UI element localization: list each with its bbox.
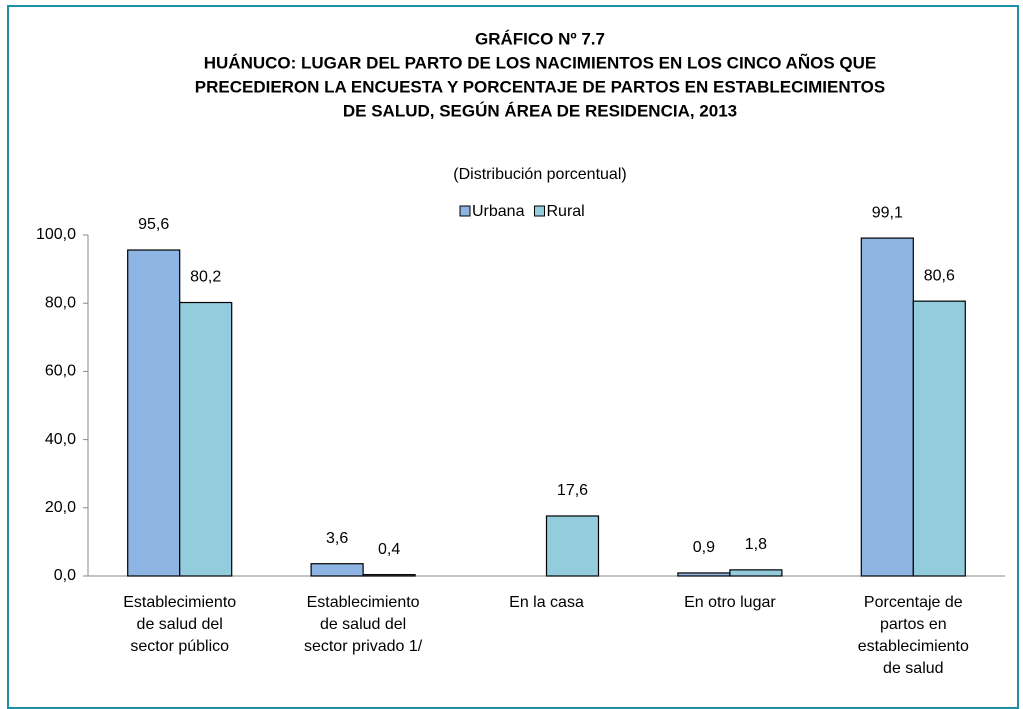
bar (860, 237, 914, 577)
bar (310, 563, 364, 577)
x-tick-label: sector público (130, 638, 229, 655)
x-tick-label: de salud del (320, 616, 406, 633)
x-tick-label: Establecimiento (123, 594, 236, 611)
chart-title: HUÁNUCO: LUGAR DEL PARTO DE LOS NACIMIEN… (204, 52, 876, 72)
legend-label: Urbana (472, 203, 525, 220)
x-tick-label: de salud del (137, 616, 223, 633)
chart-title: PRECEDIERON LA ENCUESTA Y PORCENTAJE DE … (195, 77, 885, 96)
value-label: 17,6 (557, 482, 588, 499)
bar (127, 249, 181, 577)
bar (912, 300, 966, 577)
y-tick-label: 40,0 (45, 431, 76, 448)
x-tick-label: En otro lugar (684, 594, 776, 611)
y-tick-label: 20,0 (45, 499, 76, 516)
x-tick-label: En la casa (509, 594, 584, 611)
x-tick-label: partos en (880, 616, 947, 633)
x-tick-label: Porcentaje de (864, 594, 963, 611)
value-label: 1,8 (745, 536, 767, 553)
legend-swatch (533, 205, 545, 217)
bar (362, 574, 416, 577)
value-label: 3,6 (326, 530, 348, 547)
bar (729, 569, 783, 577)
value-label: 80,2 (190, 269, 221, 286)
x-tick-label: de salud (883, 660, 944, 677)
bar (179, 301, 233, 577)
y-tick-label: 0,0 (54, 567, 76, 584)
value-label: 0,4 (378, 541, 400, 558)
x-tick-label: sector privado 1/ (304, 638, 423, 655)
x-tick-label: Establecimiento (307, 594, 420, 611)
bar (677, 572, 731, 577)
y-tick-label: 100,0 (36, 226, 76, 243)
legend-label: Rural (546, 203, 584, 220)
x-tick-label: establecimiento (858, 638, 969, 655)
bar (545, 515, 600, 577)
chart-subtitle: (Distribución porcentual) (453, 166, 626, 183)
value-label: 80,6 (924, 267, 955, 284)
chart-title: GRÁFICO Nº 7.7 (475, 29, 605, 48)
value-label: 0,9 (693, 539, 715, 556)
chart-title: DE SALUD, SEGÚN ÁREA DE RESIDENCIA, 2013 (343, 101, 737, 120)
legend-swatch (459, 205, 471, 217)
value-label: 95,6 (138, 216, 169, 233)
y-tick-label: 80,0 (45, 294, 76, 311)
value-label: 99,1 (872, 204, 903, 221)
y-tick-label: 60,0 (45, 363, 76, 380)
